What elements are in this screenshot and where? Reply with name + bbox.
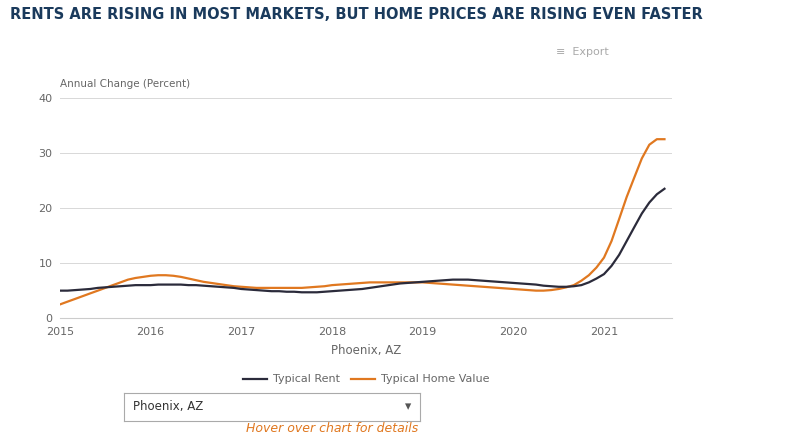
Text: Annual Change (Percent): Annual Change (Percent) [60,79,190,89]
Text: Phoenix, AZ: Phoenix, AZ [133,400,203,413]
Text: RENTS ARE RISING IN MOST MARKETS, BUT HOME PRICES ARE RISING EVEN FASTER: RENTS ARE RISING IN MOST MARKETS, BUT HO… [10,7,703,22]
Legend: Typical Rent, Typical Home Value: Typical Rent, Typical Home Value [238,370,494,389]
Text: ▾: ▾ [405,400,411,413]
X-axis label: Phoenix, AZ: Phoenix, AZ [331,344,401,357]
Text: ≡  Export: ≡ Export [556,47,609,57]
Text: Hover over chart for details: Hover over chart for details [246,422,418,435]
